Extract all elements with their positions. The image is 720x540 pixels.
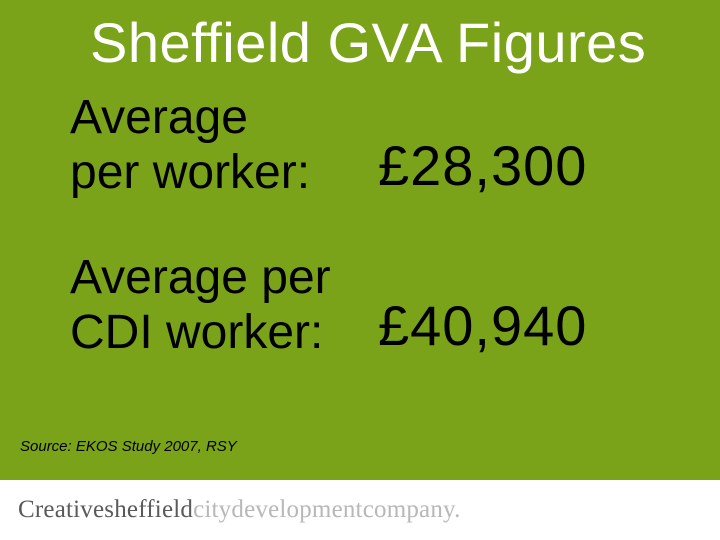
slide: Sheffield GVA Figures Averageper worker:…	[0, 0, 720, 540]
brand-part-dark: Creativesheffield	[18, 496, 193, 523]
stat-row: Average perCDI worker: £40,940	[70, 250, 680, 360]
stat-value: £28,300	[378, 133, 587, 200]
stat-label: Average perCDI worker:	[70, 250, 370, 360]
stat-value: £40,940	[378, 293, 587, 360]
stat-row: Averageper worker: £28,300	[70, 90, 680, 200]
content-area: Sheffield GVA Figures Averageper worker:…	[0, 0, 720, 480]
brand-logo: Creativesheffieldcitydevelopmentcompany.	[18, 496, 461, 524]
stat-label: Averageper worker:	[70, 90, 370, 200]
footer: Creativesheffieldcitydevelopmentcompany.	[0, 480, 720, 540]
brand-part-light: citydevelopmentcompany.	[193, 496, 460, 523]
page-title: Sheffield GVA Figures	[90, 10, 700, 75]
source-citation: Source: EKOS Study 2007, RSY	[20, 438, 237, 455]
